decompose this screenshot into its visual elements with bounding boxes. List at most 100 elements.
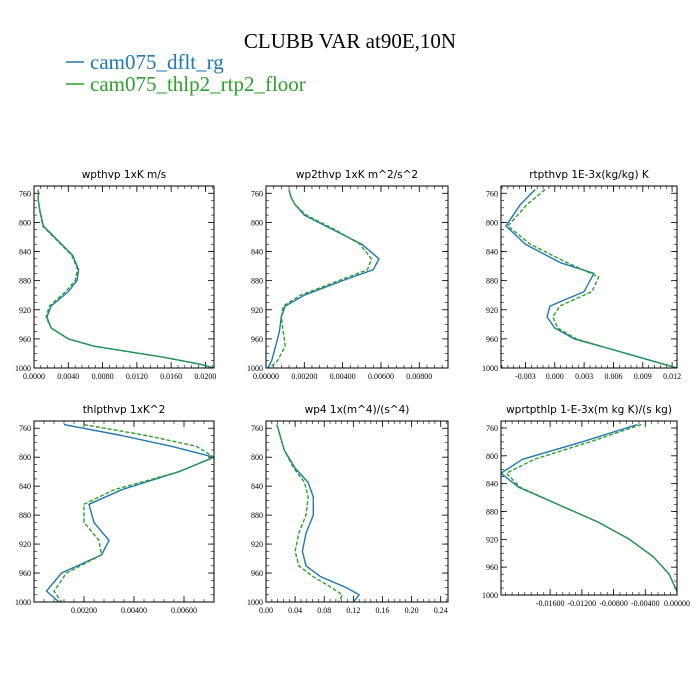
x-tick-label: 0.012	[663, 372, 681, 381]
y-tick-label: 800	[486, 452, 498, 461]
y-tick-label: 800	[251, 218, 263, 227]
x-tick-label: 0.00600	[171, 606, 197, 615]
y-tick-label: 920	[486, 535, 498, 544]
series-line-0	[276, 424, 360, 602]
x-tick-label: -0.00400	[631, 599, 660, 608]
x-tick-label: 0.0120	[126, 372, 148, 381]
x-tick-label: 0.00600	[368, 372, 394, 381]
y-tick-label: 760	[486, 424, 498, 433]
panel-title-0: wpthvp 1xK m/s	[82, 169, 167, 181]
y-tick-label: 920	[486, 306, 498, 315]
x-tick-label: 0.08	[317, 606, 331, 615]
panel-5: wprtpthlp 1-E-3x(m kg K)/(s kg)-0.01600-…	[482, 404, 690, 608]
panel-2: rtpthvp 1E-3x(kg/kg) K -0.003 0.000 0.003 0.…	[482, 169, 681, 381]
y-tick-label: 960	[486, 335, 498, 344]
y-tick-label: 1000	[15, 364, 31, 373]
panel-title-5: wprtpthlp 1-E-3x(m kg K)/(s kg)	[506, 404, 672, 416]
y-tick-label: 1000	[247, 364, 263, 373]
y-tick-label: 920	[251, 306, 263, 315]
y-tick-label: 920	[251, 540, 263, 549]
y-tick-label: 840	[486, 248, 498, 257]
y-tick-label: 960	[251, 569, 263, 578]
panel-frame	[500, 420, 678, 596]
x-tick-label: 0.0200	[194, 372, 216, 381]
panel-frame	[33, 185, 215, 369]
x-tick-label: 0.000	[546, 372, 564, 381]
y-tick-label: 840	[486, 480, 498, 489]
y-tick-label: 760	[19, 189, 31, 198]
x-tick-label: 0.12	[346, 606, 360, 615]
panels: wpthvp 1xK m/s 0.0000 0.0040 0.0080 0.0120 0.…	[15, 169, 690, 615]
figure-title: CLUBB VAR at90E,10N	[244, 29, 456, 53]
y-tick-label: 760	[251, 189, 263, 198]
y-tick-label: 880	[486, 277, 498, 286]
x-tick-label: 0.00200	[291, 372, 317, 381]
series-line-1	[269, 189, 373, 368]
y-tick-label: 960	[19, 569, 31, 578]
x-tick-label: 0.00000	[664, 599, 690, 608]
y-tick-label: 880	[19, 511, 31, 520]
x-tick-label: 0.24	[434, 606, 448, 615]
x-tick-label: 0.00200	[71, 606, 97, 615]
x-tick-label: 0.009	[634, 372, 652, 381]
x-tick-label: -0.01200	[568, 599, 597, 608]
x-tick-label: 0.00400	[330, 372, 356, 381]
y-tick-label: 760	[19, 424, 31, 433]
y-tick-label: 960	[19, 335, 31, 344]
series-line-1	[507, 189, 677, 368]
x-tick-label: 0.00400	[121, 606, 147, 615]
legend-label-1: cam075_thlp2_rtp2_floor	[90, 72, 306, 96]
x-tick-label: 0.04	[288, 606, 302, 615]
y-tick-label: 880	[19, 277, 31, 286]
panel-frame	[265, 420, 449, 603]
x-tick-label: 0.0080	[92, 372, 114, 381]
y-tick-label: 880	[251, 277, 263, 286]
y-tick-label: 840	[251, 248, 263, 257]
y-tick-label: 840	[19, 248, 31, 257]
y-tick-label: 800	[19, 453, 31, 462]
y-tick-label: 920	[19, 306, 31, 315]
y-tick-label: 760	[486, 189, 498, 198]
panel-title-4: wp4 1x(m^4)/(s^4)	[305, 404, 410, 416]
y-tick-label: 1000	[482, 364, 498, 373]
y-tick-label: 1000	[15, 598, 31, 607]
x-tick-label: 0.00000	[253, 372, 279, 381]
x-tick-label: -0.00800	[599, 599, 628, 608]
legend: cam075_dflt_rg cam075_thlp2_rtp2_floor	[66, 50, 306, 96]
series-line-0	[45, 423, 214, 602]
panel-title-3: thlpthvp 1xK^2	[83, 404, 166, 416]
x-tick-label: 0.00800	[406, 372, 432, 381]
y-tick-label: 840	[19, 482, 31, 491]
x-tick-label: 0.0000	[23, 372, 45, 381]
y-tick-label: 840	[251, 482, 263, 491]
y-tick-label: 800	[251, 453, 263, 462]
x-tick-label: -0.003	[515, 372, 536, 381]
series-line-1	[37, 189, 214, 368]
series-line-0	[267, 189, 380, 368]
panel-4: wp4 1x(m^4)/(s^4) 0.00 0.04 0.08 0.12 0.16 0.2…	[247, 404, 449, 615]
y-tick-label: 800	[19, 218, 31, 227]
y-tick-label: 1000	[247, 598, 263, 607]
x-tick-label: 0.003	[575, 372, 593, 381]
series-line-1	[53, 423, 214, 602]
panel-1: wp2thvp 1xK m^2/s^2 0.00000 0.00200 0.00400…	[247, 169, 449, 381]
y-tick-label: 920	[19, 540, 31, 549]
y-tick-label: 760	[251, 424, 263, 433]
panel-0: wpthvp 1xK m/s 0.0000 0.0040 0.0080 0.0120 0.…	[15, 169, 216, 381]
x-tick-label: 0.0040	[57, 372, 79, 381]
panel-frame	[500, 185, 678, 369]
x-tick-label: 0.0160	[160, 372, 182, 381]
x-tick-label: 0.20	[405, 606, 419, 615]
series-line-0	[505, 189, 677, 368]
y-tick-label: 800	[486, 218, 498, 227]
series-line-1	[276, 424, 344, 602]
panel-title-2: rtpthvp 1E-3x(kg/kg) K	[529, 169, 650, 181]
x-tick-label: 0.006	[604, 372, 622, 381]
y-tick-label: 880	[251, 511, 263, 520]
panel-frame	[33, 420, 215, 603]
x-tick-label: 0.00	[259, 606, 273, 615]
panel-frame	[265, 185, 449, 369]
series-line-1	[505, 423, 677, 592]
panel-title-1: wp2thvp 1xK m^2/s^2	[296, 169, 418, 181]
y-tick-label: 960	[251, 335, 263, 344]
